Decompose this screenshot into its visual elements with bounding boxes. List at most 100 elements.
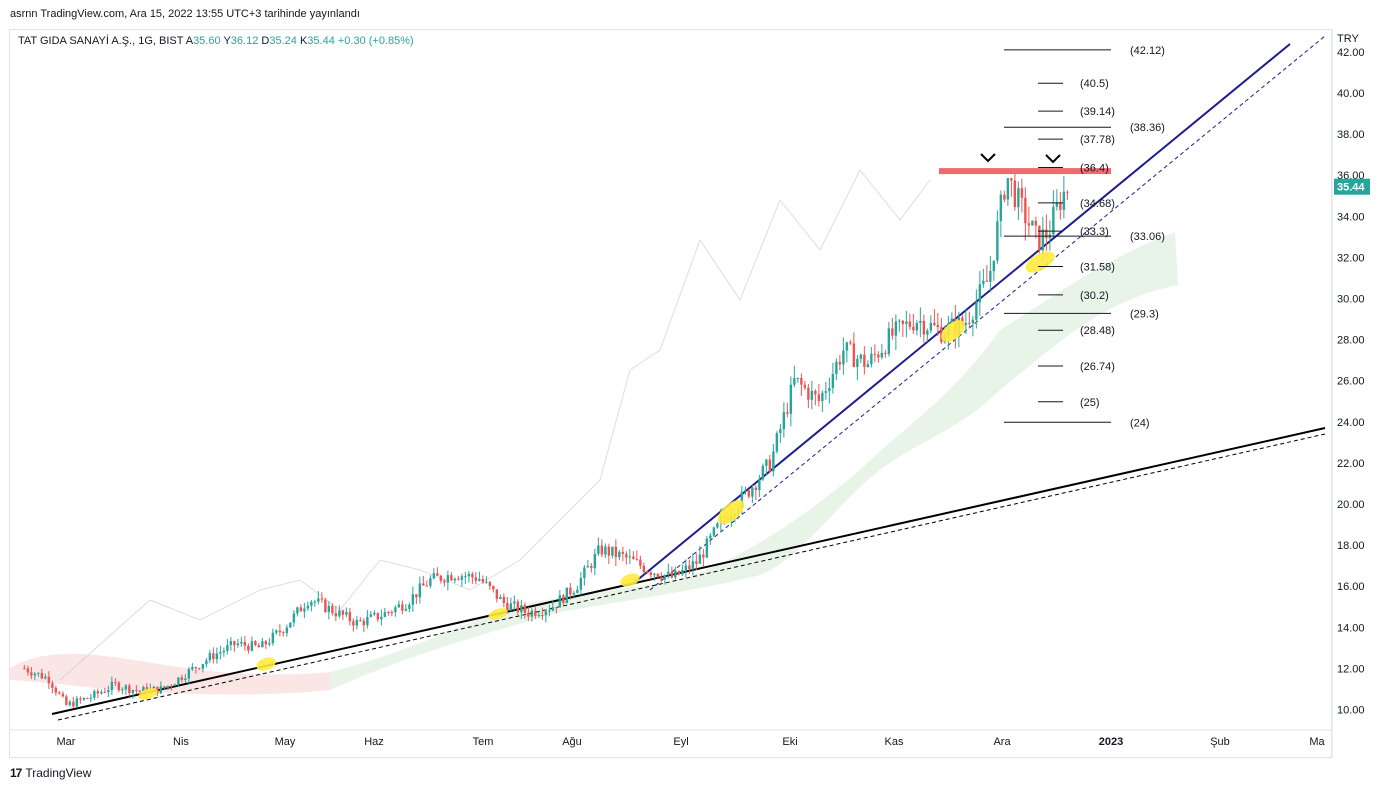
candle-body: [26, 668, 30, 673]
time-tick-label: Eki: [782, 736, 797, 748]
candle-body: [530, 610, 534, 617]
symbol-name[interactable]: TAT GIDA SANAYİ A.Ş., 1G, BIST: [18, 35, 184, 47]
candle-body: [236, 643, 240, 646]
candle-body: [933, 322, 936, 325]
candle-body: [1017, 188, 1020, 208]
candle-body: [817, 394, 821, 402]
candle-body: [898, 320, 901, 322]
candle-body: [40, 672, 44, 679]
candle-body: [191, 667, 194, 670]
candle-body: [814, 390, 817, 395]
long-support-trendline: [51, 427, 1326, 715]
candle-body: [121, 689, 124, 691]
candle-body: [593, 553, 597, 569]
candle-body: [201, 664, 205, 669]
candle-body: [831, 374, 835, 388]
fib-level-label: (36.4): [1080, 162, 1109, 174]
candle-body: [359, 620, 362, 622]
candle-body: [331, 605, 334, 614]
candle-body: [712, 527, 716, 536]
candle-body: [653, 573, 656, 575]
price-tick-label: 10.00: [1337, 705, 1365, 717]
candle-body: [464, 576, 467, 578]
candle-body: [100, 691, 103, 694]
candle-body: [317, 598, 320, 602]
candle-body: [709, 535, 712, 539]
publish-caption: asrnn TradingView.com, Ara 15, 2022 13:5…: [10, 8, 360, 20]
candle-body: [1055, 202, 1059, 207]
time-tick-label: May: [275, 736, 296, 748]
time-tick-label: Ma: [1309, 736, 1325, 748]
candle-body: [922, 320, 926, 335]
price-tick-label: 34.00: [1337, 211, 1365, 223]
candle-body: [646, 572, 649, 574]
candle-body: [299, 607, 303, 612]
candle-body: [166, 685, 170, 689]
candle-body: [793, 378, 796, 385]
candle-body: [1034, 220, 1038, 226]
candle-body: [905, 321, 908, 324]
candle-body: [691, 561, 695, 570]
low-label: D: [261, 35, 270, 47]
candle-body: [614, 546, 618, 558]
currency-label[interactable]: TRY: [1337, 33, 1359, 45]
candle-body: [796, 377, 800, 379]
ichimoku-cloud-red: [10, 653, 330, 695]
candle-body: [758, 479, 761, 490]
candle-body: [600, 545, 604, 555]
candle-body: [401, 604, 404, 611]
candle-body: [212, 653, 215, 660]
candle-body: [376, 612, 380, 620]
candle-body: [65, 696, 68, 705]
candle-body: [810, 390, 814, 400]
candle-body: [313, 601, 317, 603]
price-axis: 10.00 12.00 14.00 16.00 18.00 20.00 22.00 24.00…: [1337, 47, 1365, 717]
fib-level-label: (38.36): [1130, 122, 1165, 134]
candle-body: [1020, 188, 1024, 198]
candle-body: [1059, 202, 1062, 210]
candle-body: [285, 627, 289, 634]
candle-body: [114, 681, 117, 683]
candle-body: [261, 641, 264, 648]
candle-body: [107, 690, 110, 693]
candle-body: [695, 561, 698, 564]
time-tick-label: Ara: [993, 736, 1011, 748]
candle-body: [103, 691, 107, 693]
candle-body: [996, 221, 999, 261]
candle-body: [187, 669, 191, 679]
candle-body: [320, 598, 324, 600]
candle-body: [768, 459, 772, 472]
candle-body: [229, 641, 233, 646]
footer-brand[interactable]: 17 TradingView: [10, 766, 91, 780]
candle-body: [901, 320, 905, 324]
candle-body: [576, 589, 579, 594]
candle-body: [173, 684, 177, 686]
candle-body: [89, 697, 93, 699]
candle-body: [37, 672, 40, 674]
candle-body: [369, 614, 373, 617]
close-value: 35.44: [307, 35, 335, 47]
time-tick-label: Haz: [364, 736, 384, 748]
candle-body: [670, 571, 674, 578]
candle-body: [894, 321, 898, 336]
candle-body: [488, 581, 492, 587]
candle-body: [205, 660, 208, 665]
candle-body: [982, 280, 985, 285]
candle-body: [310, 601, 313, 606]
candle-body: [282, 632, 285, 634]
candle-body: [684, 565, 688, 570]
price-tick-label: 24.00: [1337, 417, 1365, 429]
fib-level-label: (34.68): [1080, 198, 1115, 210]
candle-body: [667, 571, 670, 575]
candle-body: [716, 523, 719, 528]
candle-body: [775, 433, 779, 452]
touch-highlight: [941, 320, 965, 342]
fib-level-label: (33.3): [1080, 226, 1109, 238]
fib-level-label: (28.48): [1080, 325, 1115, 337]
price-tick-label: 14.00: [1337, 622, 1365, 634]
candle-body: [677, 571, 681, 575]
candle-body: [509, 603, 513, 611]
candle-body: [219, 652, 222, 654]
candle-body: [47, 676, 51, 684]
